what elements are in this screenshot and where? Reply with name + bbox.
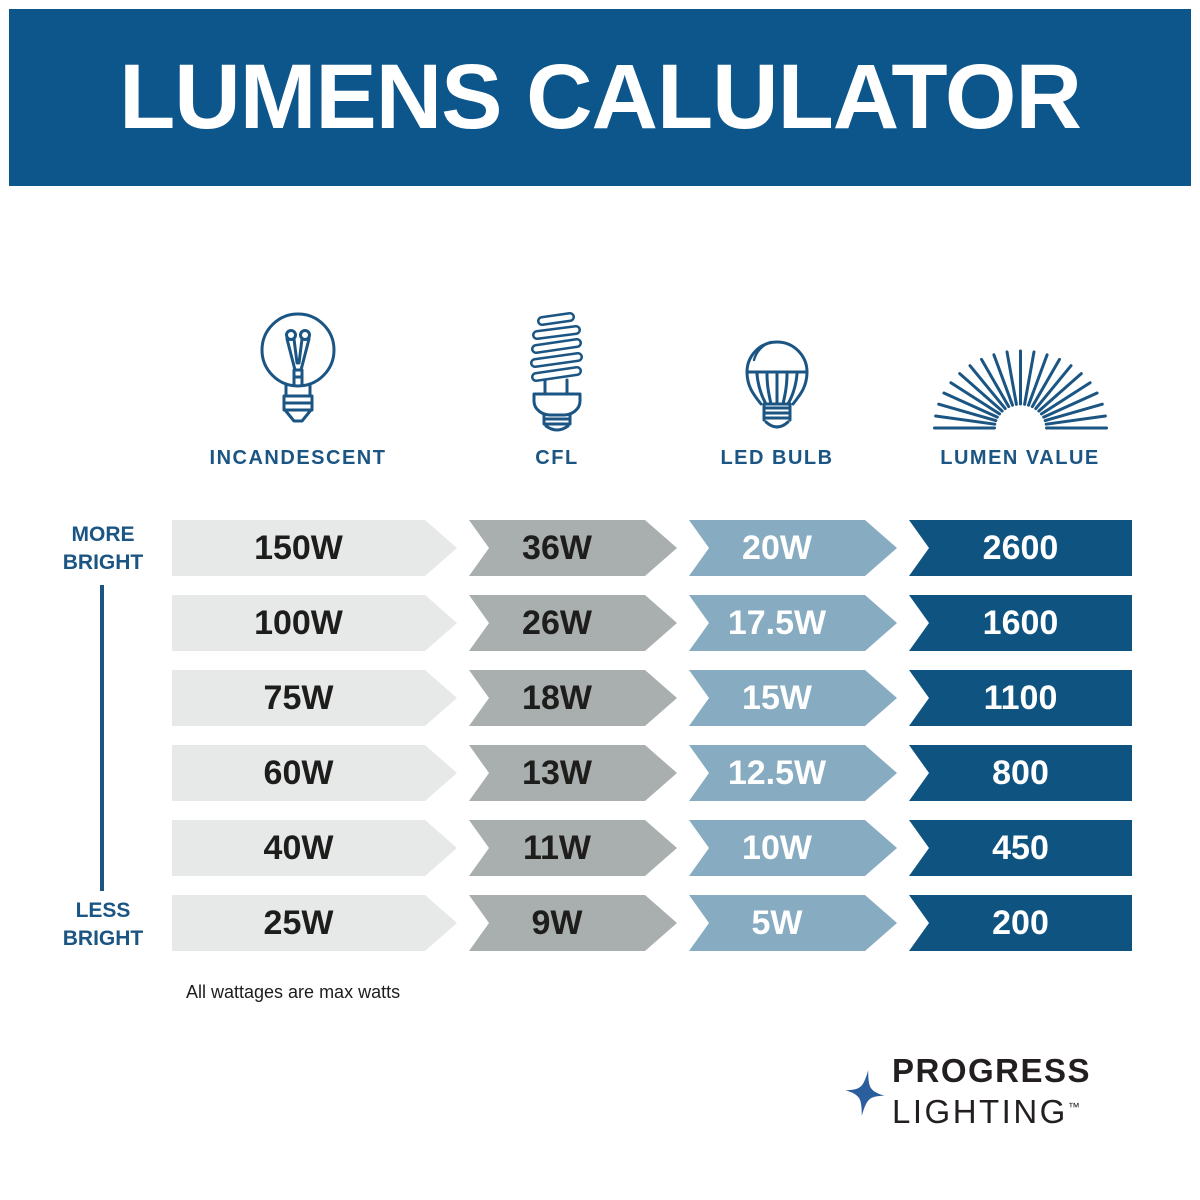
- cell-led: 5W: [689, 895, 897, 951]
- cell-value: 9W: [531, 903, 583, 942]
- cell-value: 2600: [982, 528, 1059, 567]
- lumen-rays-icon: [932, 296, 1109, 434]
- cell-value: 450: [992, 828, 1049, 867]
- column-header-lumen-value: LUMEN VALUE: [885, 296, 1155, 470]
- table-row: 60W 13W 12.5W 800: [172, 745, 1132, 801]
- cell-value: 60W: [263, 753, 334, 792]
- conversion-table: 150W 36W 20W 2600 100W 26W 17.5W 1600 75…: [172, 520, 1132, 970]
- brightness-scale-line: [100, 585, 104, 891]
- cell-lumens: 2600: [909, 520, 1132, 576]
- cell-value: 40W: [263, 828, 334, 867]
- cell-value: 5W: [751, 903, 803, 942]
- cell-cfl: 13W: [469, 745, 677, 801]
- logo-line2-word: LIGHTING: [892, 1093, 1068, 1130]
- logo-line2: LIGHTING™: [892, 1089, 1155, 1130]
- cell-value: 10W: [742, 828, 812, 867]
- cell-led: 10W: [689, 820, 897, 876]
- brightness-label-less: LESS BRIGHT: [62, 899, 144, 950]
- cell-led: 20W: [689, 520, 897, 576]
- title-banner: LUMENS CALULATOR: [9, 9, 1191, 186]
- column-header-incandescent: INCANDESCENT: [163, 296, 433, 470]
- cell-value: 17.5W: [727, 603, 827, 642]
- cell-value: 1100: [983, 678, 1058, 717]
- column-label: LED BULB: [720, 447, 834, 469]
- cell-cfl: 11W: [469, 820, 677, 876]
- cell-value: 100W: [254, 603, 343, 642]
- cfl-bulb-icon: [518, 296, 596, 434]
- cell-value: 11W: [522, 828, 592, 867]
- incandescent-bulb-icon: [248, 296, 348, 434]
- cell-lumens: 200: [909, 895, 1132, 951]
- cell-value: 75W: [263, 678, 334, 717]
- cell-incandescent: 75W: [172, 670, 457, 726]
- cell-value: 12.5W: [727, 753, 827, 792]
- brightness-label-more: MORE BRIGHT: [62, 523, 144, 574]
- page-title: LUMENS CALULATOR: [119, 46, 1082, 148]
- column-header-led: LED BULB: [642, 296, 912, 470]
- table-row: 75W 18W 15W 1100: [172, 670, 1132, 726]
- cell-incandescent: 100W: [172, 595, 457, 651]
- cell-cfl: 36W: [469, 520, 677, 576]
- cell-lumens: 1600: [909, 595, 1132, 651]
- cell-value: 25W: [263, 903, 334, 942]
- cell-cfl: 26W: [469, 595, 677, 651]
- column-label: LUMEN VALUE: [940, 447, 1100, 469]
- cell-led: 12.5W: [689, 745, 897, 801]
- table-row: 150W 36W 20W 2600: [172, 520, 1132, 576]
- column-label: CFL: [535, 447, 579, 469]
- cell-value: 800: [992, 753, 1049, 792]
- cell-cfl: 18W: [469, 670, 677, 726]
- cell-value: 200: [992, 903, 1049, 942]
- trademark-symbol: ™: [1067, 1100, 1080, 1114]
- cell-value: 15W: [742, 678, 812, 717]
- column-header-cfl: CFL: [422, 296, 692, 470]
- star-icon: [845, 1070, 885, 1116]
- cell-cfl: 9W: [469, 895, 677, 951]
- table-row: 40W 11W 10W 450: [172, 820, 1132, 876]
- logo-text: PROGRESS LIGHTING™: [892, 1052, 1155, 1130]
- cell-incandescent: 40W: [172, 820, 457, 876]
- cell-value: 18W: [522, 678, 592, 717]
- cell-value: 1600: [982, 603, 1059, 642]
- cell-lumens: 1100: [909, 670, 1132, 726]
- table-row: 25W 9W 5W 200: [172, 895, 1132, 951]
- cell-led: 15W: [689, 670, 897, 726]
- cell-incandescent: 150W: [172, 520, 457, 576]
- progress-lighting-logo: PROGRESS LIGHTING™: [845, 1052, 1155, 1144]
- table-row: 100W 26W 17.5W 1600: [172, 595, 1132, 651]
- cell-value: 150W: [254, 528, 343, 567]
- cell-incandescent: 25W: [172, 895, 457, 951]
- cell-incandescent: 60W: [172, 745, 457, 801]
- cell-lumens: 800: [909, 745, 1132, 801]
- led-bulb-icon: [733, 296, 821, 434]
- column-label: INCANDESCENT: [209, 447, 387, 469]
- cell-value: 36W: [522, 528, 592, 567]
- cell-led: 17.5W: [689, 595, 897, 651]
- cell-lumens: 450: [909, 820, 1132, 876]
- footnote: All wattages are max watts: [186, 982, 401, 1002]
- cell-value: 13W: [522, 753, 592, 792]
- cell-value: 26W: [522, 603, 592, 642]
- cell-value: 20W: [742, 528, 812, 567]
- logo-line1: PROGRESS: [892, 1052, 1092, 1089]
